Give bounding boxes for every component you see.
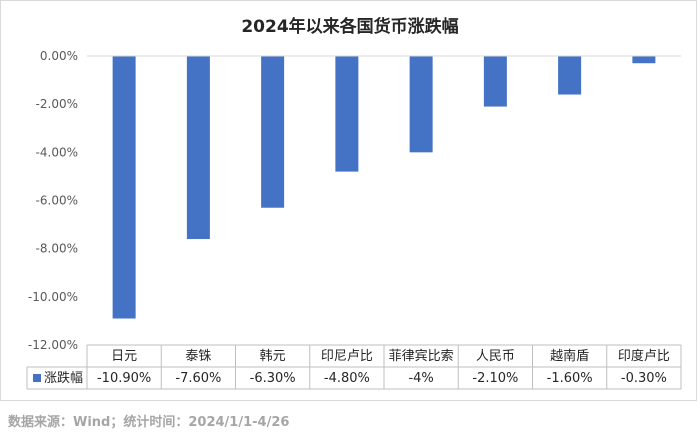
data-label: -6.30% [250, 371, 296, 386]
bar [483, 56, 507, 107]
y-tick-label: -4.00% [36, 145, 78, 159]
data-label: -10.90% [97, 371, 151, 386]
x-category-label: 人民币 [476, 349, 515, 364]
data-label: -0.30% [621, 371, 667, 386]
x-category-label: 印尼卢比 [321, 348, 373, 364]
bar [409, 56, 433, 153]
bar [335, 56, 359, 172]
data-label: -7.60% [175, 371, 221, 386]
x-category-label: 菲律宾比索 [389, 348, 454, 364]
y-tick-label: 0.00% [40, 49, 78, 63]
data-label: -1.60% [547, 371, 593, 386]
y-tick-label: -10.00% [28, 290, 78, 304]
x-category-label: 日元 [111, 349, 137, 364]
x-category-label: 泰铢 [185, 348, 211, 364]
y-tick-label: -8.00% [36, 242, 78, 256]
bar [186, 56, 210, 240]
data-label: -4% [408, 371, 433, 386]
chart-title: 2024年以来各国货币涨跌幅 [241, 17, 459, 37]
y-tick-label: -6.00% [36, 194, 78, 208]
data-label: -2.10% [472, 371, 518, 386]
y-tick-label: -2.00% [36, 97, 78, 111]
chart-plot: 0.00% -2.00% -4.00% -6.00% -8.00% -10.00% -12.… [26, 49, 682, 390]
source-note: 数据来源：Wind；统计时间：2024/1/1-4/26 [8, 415, 290, 430]
bar [112, 56, 136, 319]
bar [558, 56, 582, 95]
x-category-label: 韩元 [260, 349, 286, 364]
y-tick-label: -12.00% [28, 338, 78, 352]
bar [632, 56, 656, 64]
x-category-label: 印度卢比 [618, 348, 670, 364]
legend-label: 涨跌幅 [44, 370, 83, 386]
chart-frame [0, 0, 697, 401]
legend-swatch [33, 374, 41, 382]
data-label: -4.80% [324, 371, 370, 386]
x-category-label: 越南盾 [550, 348, 589, 364]
bar [261, 56, 285, 208]
